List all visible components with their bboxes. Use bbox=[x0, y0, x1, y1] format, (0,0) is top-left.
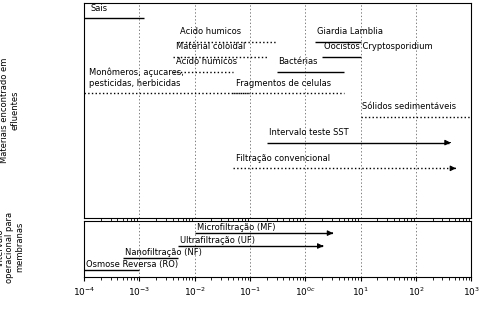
Text: Intervalo
operacional para
membranas: Intervalo operacional para membranas bbox=[0, 212, 24, 283]
Text: Bactérias: Bactérias bbox=[277, 58, 317, 67]
Text: Microfiltração (MF): Microfiltração (MF) bbox=[197, 223, 275, 232]
Text: Sólidos sedimentáveis: Sólidos sedimentáveis bbox=[361, 103, 455, 111]
Text: Giardia Lamblia: Giardia Lamblia bbox=[316, 27, 382, 36]
Text: Monômeros, açucares,
pesticidas, herbicidas: Monômeros, açucares, pesticidas, herbici… bbox=[88, 68, 183, 88]
Text: Osmose Reversa (RO): Osmose Reversa (RO) bbox=[86, 260, 178, 269]
Text: Acido humicos: Acido humicos bbox=[180, 27, 241, 36]
Text: Sais: Sais bbox=[90, 4, 108, 13]
Text: Acido humicos: Acido humicos bbox=[175, 58, 236, 67]
Text: Intervalo teste SST: Intervalo teste SST bbox=[268, 128, 348, 137]
Text: Filtração convencional: Filtração convencional bbox=[235, 154, 329, 163]
Text: Nanofiltração (NF): Nanofiltração (NF) bbox=[125, 248, 202, 257]
Text: Ultrafiltração (UF): Ultrafiltração (UF) bbox=[180, 236, 255, 244]
Text: Material coloidal: Material coloidal bbox=[175, 42, 244, 51]
Text: Materiais encontrado em
efluentes: Materiais encontrado em efluentes bbox=[0, 58, 19, 163]
Text: Oocistos Cryptosporidium: Oocistos Cryptosporidium bbox=[324, 42, 432, 51]
Text: Fragmentos de celulas: Fragmentos de celulas bbox=[235, 79, 330, 88]
